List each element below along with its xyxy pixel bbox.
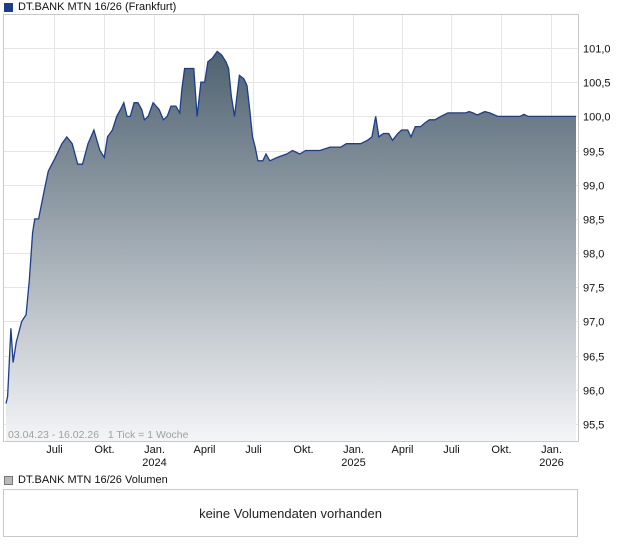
y-tick-label: 96,5 — [583, 352, 604, 364]
volume-message: keine Volumendaten vorhanden — [199, 505, 382, 521]
y-tick-label: 97,5 — [583, 283, 604, 295]
x-tick-label: Okt. — [293, 444, 313, 456]
x-tick-label: Jan. — [343, 444, 364, 456]
x-tick-label: April — [193, 444, 215, 456]
y-tick-label: 100,5 — [583, 78, 611, 90]
y-tick-label: 97,0 — [583, 317, 604, 329]
y-tick-label: 99,0 — [583, 181, 604, 193]
volume-legend-swatch — [4, 475, 13, 485]
x-tick-label: Juli — [443, 444, 460, 456]
plot-frame — [3, 14, 579, 442]
x-tick-label: Okt. — [94, 444, 114, 456]
y-tick-label: 98,0 — [583, 249, 604, 261]
price-chart: 95,5 96,0 96,5 97,0 97,5 98,0 98,5 99,0 99,5 100,… — [3, 14, 611, 469]
price-line — [5, 50, 576, 404]
y-tick-label: 101,0 — [583, 44, 611, 56]
x-tick-label: Okt. — [491, 444, 511, 456]
y-tick-label: 95,5 — [583, 420, 604, 432]
x-tick-year-label: 2024 — [142, 457, 166, 469]
volume-legend: DT.BANK MTN 16/26 Volumen — [4, 474, 168, 486]
x-tick-label: April — [391, 444, 413, 456]
x-tick-year-label: 2026 — [539, 457, 563, 469]
volume-legend-label: DT.BANK MTN 16/26 Volumen — [18, 474, 168, 486]
price-legend-swatch — [4, 2, 13, 12]
y-tick-label: 96,0 — [583, 386, 604, 398]
x-tick-year-label: 2025 — [341, 457, 365, 469]
date-range-info: 03.04.23 - 16.02.26 1 Tick = 1 Woche — [8, 429, 189, 441]
x-tick-label: Jan. — [144, 444, 165, 456]
price-area — [6, 51, 576, 442]
volume-panel: keine Volumendaten vorhanden — [3, 489, 578, 537]
y-tick-label: 100,0 — [583, 112, 611, 124]
price-legend-label: DT.BANK MTN 16/26 (Frankfurt) — [18, 1, 177, 13]
x-tick-label: Juli — [245, 444, 262, 456]
y-axis-labels: 95,5 96,0 96,5 97,0 97,5 98,0 98,5 99,0 99,5 100,… — [583, 44, 611, 432]
x-tick-label: Juli — [46, 444, 63, 456]
x-tick-label: Jan. — [541, 444, 562, 456]
y-tick-label: 98,5 — [583, 215, 604, 227]
y-tick-label: 99,5 — [583, 147, 604, 159]
price-legend: DT.BANK MTN 16/26 (Frankfurt) — [4, 1, 176, 13]
